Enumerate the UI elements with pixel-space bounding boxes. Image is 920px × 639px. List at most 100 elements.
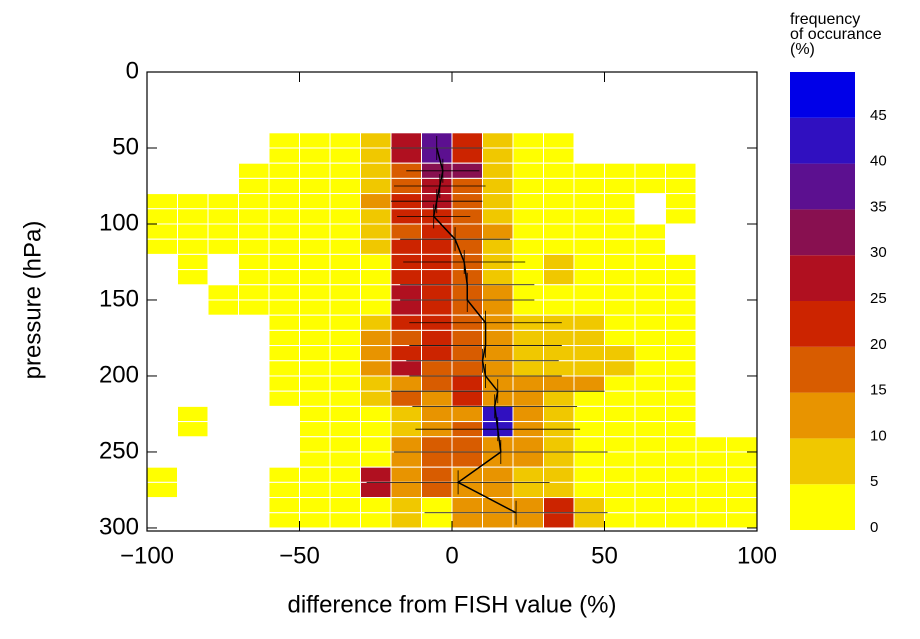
heat-cell [360,162,392,179]
heat-cell [482,345,514,362]
heat-cell [573,345,605,362]
heat-cell [695,466,727,483]
colorbar-swatch [790,392,855,439]
heat-cell [695,512,727,529]
heat-cell [573,436,605,453]
heat-cell [634,481,666,499]
heat-cell [634,360,666,377]
heat-cell [268,512,300,529]
heat-cell [543,299,575,316]
heat-cell [573,208,605,225]
heat-cell [268,147,300,164]
heat-cell [360,208,392,225]
heat-cell [543,345,575,362]
heat-cell [604,481,636,499]
colorbar-swatch [790,484,855,530]
y-tick-label: 200 [99,361,139,388]
heat-cell [268,162,300,179]
colorbar-title: frequency [790,11,860,28]
heat-cell [299,284,331,301]
heat-cell [573,512,605,529]
heat-cell [329,421,361,438]
heat-cell [695,436,727,453]
heat-cell [421,451,453,468]
heat-cell [299,223,331,240]
heat-cell [665,512,697,529]
heat-cell [573,390,605,407]
heat-cell [695,481,727,499]
heat-cell [329,299,361,316]
heat-cell [329,497,361,514]
heat-cell [543,451,575,468]
heat-cell [238,162,270,179]
heat-cell [299,451,331,468]
heat-cell [299,421,331,438]
heat-cell [604,497,636,514]
heat-cell [482,497,514,514]
heat-cell [604,329,636,347]
heat-cell [207,208,239,225]
heat-cell [726,512,758,529]
heat-cell [238,269,270,286]
colorbar-tick-label: 10 [870,427,887,444]
heat-cell [360,299,392,316]
heat-cell [360,253,392,271]
heat-cell [604,512,636,529]
x-axis-label: difference from FISH value (%) [287,591,616,618]
heat-cell [573,162,605,179]
heat-cell [421,345,453,362]
x-tick-label: 100 [737,542,777,569]
heat-cell [299,512,331,529]
heat-cell [512,193,544,210]
heat-cell [360,345,392,362]
heat-cell [329,253,361,271]
heat-cell [299,299,331,316]
y-tick-label: 250 [99,437,139,464]
heat-cell [421,360,453,377]
heat-cell [329,162,361,179]
heat-cell [329,208,361,225]
heat-cell [543,512,575,529]
heat-cell [665,436,697,453]
heat-cell [146,466,178,483]
heat-cell [512,208,544,225]
heat-cell [634,345,666,362]
heat-cell [634,436,666,453]
heat-cell [573,375,605,392]
heat-cell [482,238,514,255]
heat-cell [421,284,453,301]
heat-cell [482,329,514,347]
heat-cell [543,481,575,499]
y-tick-label: 300 [99,513,139,540]
heat-cell [421,497,453,514]
heat-cell [512,269,544,286]
heat-cell [573,405,605,423]
heat-cell [177,223,209,240]
heat-cell [634,238,666,255]
heat-cell [299,481,331,499]
heat-cell [634,177,666,195]
heat-cell [329,314,361,331]
heat-cell [665,345,697,362]
heat-cell [604,345,636,362]
heat-cell [299,345,331,362]
heat-cell [451,375,483,392]
heat-cell [268,223,300,240]
heat-cell [390,132,422,149]
heat-cell [634,466,666,483]
heat-cell [329,360,361,377]
heat-cell [268,497,300,514]
heat-cell [665,390,697,407]
colorbar-title: (%) [790,41,815,58]
heat-cell [390,451,422,468]
colorbar-swatch [790,117,855,164]
heat-cell [451,147,483,164]
heat-cell [482,481,514,499]
heat-cell [543,466,575,483]
heat-cell [512,436,544,453]
heat-cell [390,375,422,392]
heat-cell [512,360,544,377]
heat-cell [604,162,636,179]
heat-cell [512,223,544,240]
heat-cell [268,329,300,347]
